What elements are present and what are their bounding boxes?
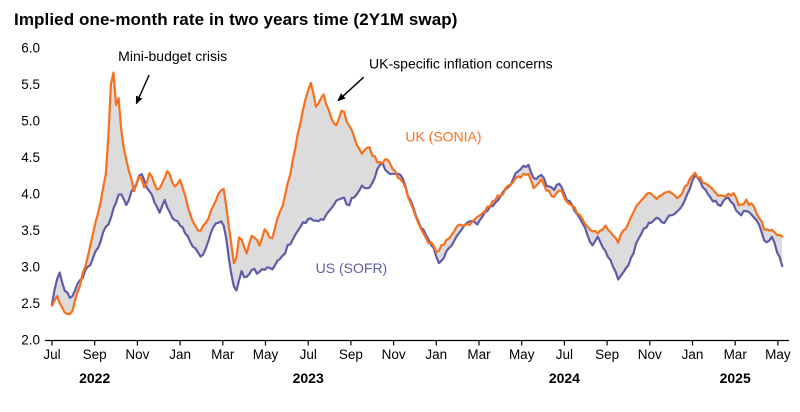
y-axis-label: 2.5	[21, 296, 40, 311]
x-axis-month-label: Jan	[425, 347, 447, 362]
x-axis-month-label: Jul	[300, 347, 317, 362]
x-axis-year-label: 2025	[720, 370, 751, 386]
annotation-text: UK-specific inflation concerns	[369, 55, 553, 71]
x-axis-month-label: May	[509, 347, 535, 362]
chart-title: Implied one-month rate in two years time…	[14, 10, 458, 29]
x-axis-month-label: Sep	[595, 347, 619, 362]
x-axis-month-label: Jan	[169, 347, 191, 362]
x-axis-year-label: 2023	[293, 370, 324, 386]
y-axis-label: 5.5	[21, 77, 40, 92]
y-axis-label: 4.0	[21, 187, 40, 202]
us-sofr-series-label: US (SOFR)	[316, 260, 388, 276]
y-axis-label: 3.0	[21, 260, 40, 275]
y-axis-label: 6.0	[21, 41, 40, 56]
x-axis-month-label: Jan	[682, 347, 704, 362]
annotation-text: Mini-budget crisis	[118, 48, 227, 64]
y-axis-label: 2.0	[21, 333, 40, 348]
y-axis-label: 4.5	[21, 150, 40, 165]
annotation-arrow	[135, 74, 150, 105]
x-axis-year-label: 2022	[79, 370, 110, 386]
x-axis-month-label: Nov	[638, 347, 662, 362]
x-axis-month-label: Jul	[556, 347, 573, 362]
x-axis-month-label: May	[253, 347, 279, 362]
uk-sonia-series-label: UK (SONIA)	[405, 128, 481, 144]
x-axis-month-label: Nov	[125, 347, 149, 362]
x-axis-month-label: May	[765, 347, 791, 362]
x-axis-year-label: 2024	[549, 370, 580, 386]
x-axis-month-label: Sep	[83, 347, 107, 362]
annotation-arrow	[337, 76, 365, 102]
x-axis-month-label: Mar	[467, 347, 491, 362]
x-axis-month-label: Sep	[339, 347, 363, 362]
y-axis-label: 3.5	[21, 223, 40, 238]
x-axis-month-label: Nov	[382, 347, 406, 362]
uk-sonia-line	[50, 71, 784, 316]
x-axis-month-label: Jul	[43, 347, 60, 362]
x-axis-month-label: Mar	[724, 347, 748, 362]
y-axis-label: 5.0	[21, 114, 40, 129]
x-axis-month-label: Mar	[211, 347, 235, 362]
